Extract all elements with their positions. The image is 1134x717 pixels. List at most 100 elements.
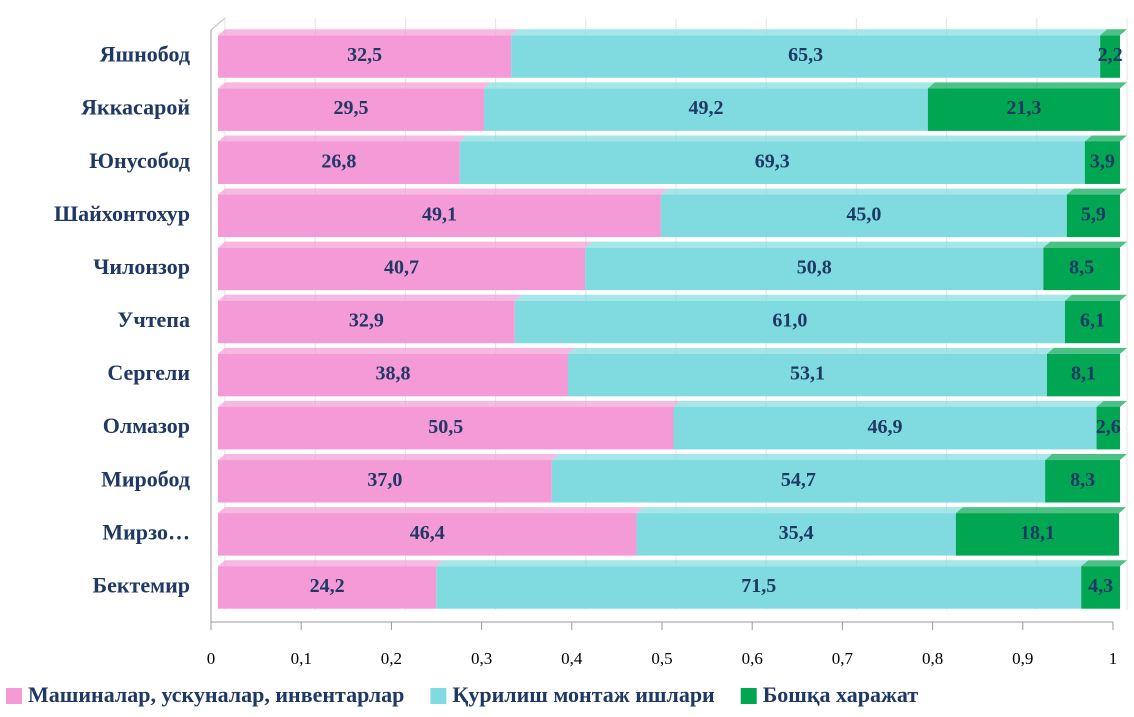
x-tick-label: 1: [1109, 649, 1118, 668]
bar-top: [218, 507, 644, 514]
value-label: 4,3: [1088, 575, 1113, 597]
value-label: 37,0: [367, 469, 402, 491]
x-tick-label: 0,1: [291, 649, 312, 668]
value-label: 5,9: [1081, 203, 1106, 225]
value-label: 45,0: [846, 203, 881, 225]
bar-segment: [1100, 35, 1120, 78]
bar-top: [551, 454, 1053, 461]
value-label: 2,2: [1098, 44, 1123, 66]
bar-segment: [551, 460, 1046, 503]
bar-top: [673, 400, 1104, 407]
value-label: 8,1: [1071, 363, 1096, 385]
bar-top: [1064, 294, 1127, 301]
bar-segment: [927, 88, 1120, 131]
bar-segment: [218, 194, 661, 238]
bar-segment: [1066, 194, 1120, 238]
legend-swatch: [6, 688, 22, 704]
bar-top: [1045, 454, 1127, 461]
bar-segment: [1043, 247, 1120, 291]
legend-label: Қурилиш монтаж ишлари: [452, 682, 715, 707]
bar-segment: [511, 35, 1101, 78]
legend-label: Машиналар, ускуналар, инвентарлар: [28, 682, 404, 707]
x-tick-label: 0: [207, 649, 216, 668]
value-label: 49,2: [688, 97, 723, 119]
bar-top: [1096, 400, 1127, 407]
value-label: 32,9: [349, 310, 384, 332]
x-tick-label: 0,3: [471, 649, 492, 668]
value-label: 54,7: [781, 469, 816, 491]
bar-segment: [585, 247, 1044, 291]
bar-segment: [673, 406, 1097, 450]
bar-segment: [484, 88, 928, 131]
value-label: 61,0: [772, 310, 807, 332]
x-tick-label: 0,6: [742, 649, 763, 668]
bar-top: [218, 560, 444, 567]
category-label: Олмазор: [103, 413, 190, 438]
category-label: Яшнобод: [100, 42, 190, 67]
category-label: Миробод: [101, 466, 190, 491]
bar-top: [1046, 347, 1127, 354]
bar-segment: [218, 460, 552, 503]
value-label: 38,8: [375, 363, 410, 385]
bar-top: [927, 82, 1127, 89]
bar-segment: [459, 141, 1085, 184]
bar-top: [955, 507, 1127, 514]
bar-segment: [218, 353, 568, 397]
value-label: 24,2: [310, 575, 345, 597]
value-label: 6,1: [1080, 310, 1105, 332]
axis-wall: [210, 17, 226, 31]
bar-segment: [1046, 353, 1120, 397]
bar-top: [1081, 560, 1127, 567]
category-label: Шайхонтохур: [54, 201, 190, 226]
bar-top: [218, 135, 467, 142]
bar-segment: [1064, 300, 1120, 344]
value-label: 32,5: [347, 44, 382, 66]
bar-segment: [218, 300, 515, 344]
bar-segment: [436, 566, 1082, 609]
bar-top: [218, 241, 593, 248]
value-label: 8,3: [1070, 469, 1095, 491]
bar-segment: [1081, 566, 1120, 609]
x-tick-label: 0,5: [651, 649, 672, 668]
bar-top: [436, 560, 1089, 567]
bar-top: [484, 82, 935, 89]
bar-segment: [567, 353, 1047, 397]
value-label: 46,9: [868, 416, 903, 438]
bar-segment: [660, 194, 1067, 238]
bar-segment: [1096, 406, 1120, 450]
value-label: 50,8: [797, 257, 832, 279]
bar-top: [585, 241, 1051, 248]
bar-top: [567, 347, 1054, 354]
bar-top: [218, 29, 519, 36]
bar-top: [511, 29, 1108, 36]
x-tick-label: 0,7: [832, 649, 854, 668]
value-label: 69,3: [755, 150, 790, 172]
x-tick-label: 0,9: [1012, 649, 1033, 668]
bar-segment: [218, 566, 437, 609]
category-label: Юнусобод: [89, 148, 190, 173]
bar-top: [218, 454, 559, 461]
bar-top: [1084, 135, 1127, 142]
category-label: Чилонзор: [93, 254, 190, 279]
x-tick-label: 0,4: [561, 649, 583, 668]
bar-segment: [218, 513, 637, 556]
category-label: Бектемир: [93, 573, 190, 598]
legend-swatch: [430, 688, 447, 704]
bar-top: [660, 188, 1074, 195]
value-label: 3,9: [1090, 150, 1115, 172]
bar-top: [1043, 241, 1127, 248]
bar-segment: [218, 247, 586, 291]
bar-top: [218, 188, 668, 195]
x-tick-label: 0,8: [922, 649, 943, 668]
value-label: 35,4: [779, 522, 814, 544]
value-label: 8,5: [1069, 257, 1094, 279]
bar-top: [1100, 29, 1127, 36]
bar-segment: [218, 88, 485, 131]
bar-top: [218, 347, 575, 354]
legend-label: Бошқа харажат: [763, 682, 919, 707]
value-label: 65,3: [788, 44, 823, 66]
bar-top: [636, 507, 963, 514]
category-label: Сергели: [107, 360, 190, 385]
x-tick-label: 0,2: [381, 649, 402, 668]
